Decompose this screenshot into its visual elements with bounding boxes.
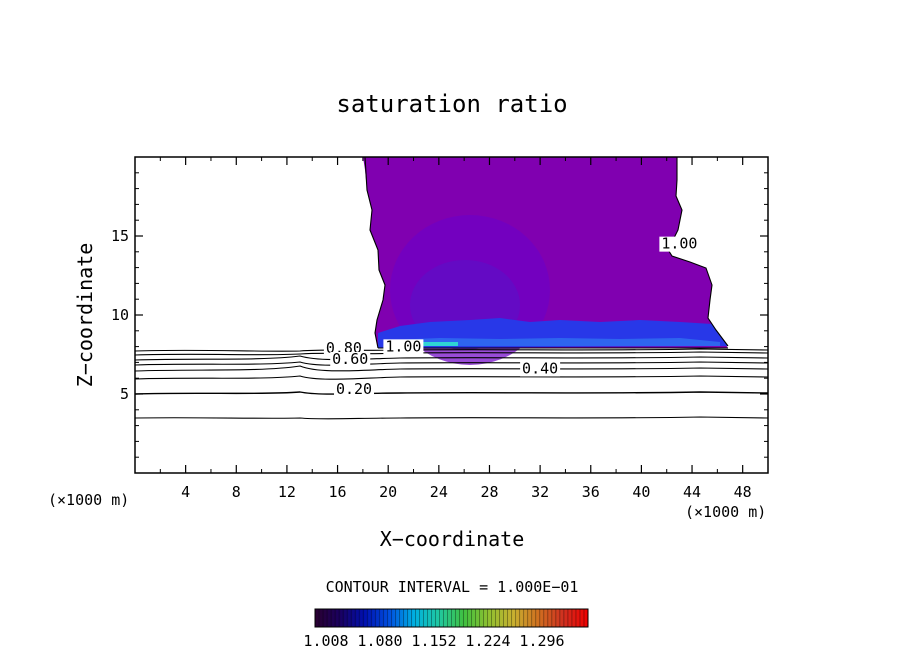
contour-label: 1.00	[661, 235, 697, 253]
y-tick-label: 5	[120, 385, 129, 403]
y-tick-label: 15	[111, 227, 129, 245]
x-axis-unit-left: (×1000 m)	[48, 491, 129, 509]
x-axis-ticks: 4 8 12 16 20 24 28 32 36 40 44 48	[159, 157, 752, 501]
contour-interval-text: CONTOUR INTERVAL = 1.000E−01	[326, 578, 579, 596]
contour-label-bg	[659, 236, 700, 252]
x-tick-label: 44	[683, 483, 701, 501]
contour-label: 0.20	[336, 380, 372, 398]
base-layer-highlight	[390, 338, 720, 346]
bright-spot	[418, 342, 458, 346]
x-tick-label: 8	[232, 483, 241, 501]
x-axis-unit-right: (×1000 m)	[685, 503, 766, 521]
colorbar-stripes	[318, 609, 585, 627]
contour-label-bg	[334, 382, 375, 397]
contour-label: 0.40	[522, 359, 558, 377]
plot-content	[135, 157, 768, 420]
colorbar-tick-label: 1.080	[357, 632, 402, 650]
colorbar-tick-label: 1.296	[519, 632, 564, 650]
colorbar-tick-label: 1.152	[411, 632, 456, 650]
contour-label-bg	[383, 339, 424, 355]
contour-label: 0.60	[332, 350, 368, 368]
colorbar-tick-labels: 1.008 1.080 1.152 1.224 1.296	[303, 632, 564, 650]
x-tick-label: 28	[480, 483, 498, 501]
contour-label-bg	[330, 351, 371, 367]
y-axis-label: Z−coordinate	[73, 243, 97, 388]
x-tick-label: 24	[430, 483, 448, 501]
colorbar-tick-label: 1.224	[465, 632, 510, 650]
contour-label: 1.00	[385, 337, 421, 355]
x-tick-label: 48	[734, 483, 752, 501]
x-tick-label: 20	[379, 483, 397, 501]
contour-label-bg	[520, 361, 561, 377]
x-tick-label: 32	[531, 483, 549, 501]
y-axis-ticks: 5 10 15	[111, 172, 768, 458]
chart-title: saturation ratio	[336, 90, 567, 118]
y-tick-label: 10	[111, 306, 129, 324]
x-tick-label: 16	[329, 483, 347, 501]
x-tick-label: 40	[632, 483, 650, 501]
x-tick-label: 4	[181, 483, 190, 501]
x-tick-label: 12	[278, 483, 296, 501]
contour-labels: 1.000.80 1.000.600.400.20	[323, 235, 700, 398]
x-tick-label: 36	[582, 483, 600, 501]
x-axis-label: X−coordinate	[380, 527, 525, 551]
colorbar-tick-label: 1.008	[303, 632, 348, 650]
contour-lines	[135, 157, 768, 420]
